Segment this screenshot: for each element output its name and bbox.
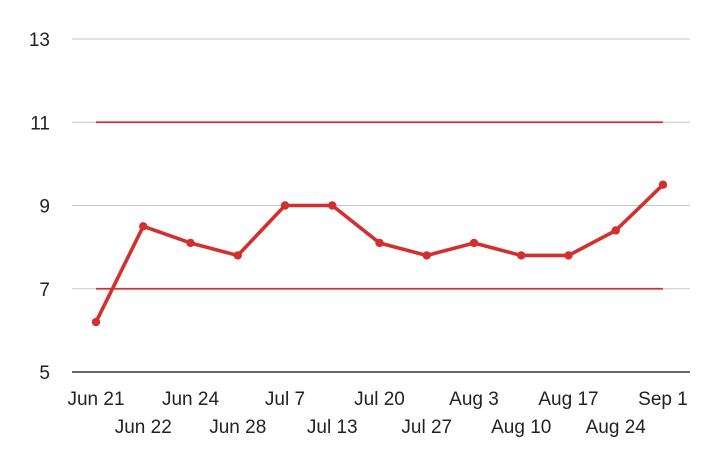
gridlines: [72, 38, 690, 373]
data-point-11: [611, 226, 620, 235]
x-tick-label-0: Jun 21: [67, 389, 124, 410]
x-tick-label-5: Jul 13: [307, 417, 358, 438]
data-point-0: [91, 317, 101, 327]
data-point-1: [139, 222, 148, 231]
x-tick-label-3: Jun 28: [209, 417, 266, 438]
data-point-3: [233, 251, 242, 260]
reference-lines: [96, 121, 663, 290]
data-point-2: [186, 238, 195, 248]
data-point-6: [375, 238, 384, 248]
y-tick-label-9: 9: [39, 197, 50, 218]
data-point-9: [517, 251, 526, 260]
y-tick-label-13: 13: [29, 30, 50, 51]
y-tick-label-5: 5: [39, 363, 50, 384]
series-layer: [91, 180, 668, 327]
x-tick-label-8: Aug 3: [449, 389, 499, 410]
x-tick-label-10: Aug 17: [538, 389, 598, 410]
data-point-10: [564, 251, 573, 260]
x-tick-label-4: Jul 7: [265, 389, 305, 410]
x-tick-label-12: Sep 1: [638, 389, 688, 410]
data-point-5: [328, 201, 337, 210]
data-point-7: [422, 251, 431, 260]
x-tick-label-6: Jul 20: [354, 389, 405, 410]
y-tick-label-7: 7: [39, 280, 50, 301]
x-tick-label-1: Jun 22: [115, 417, 172, 438]
x-tick-label-2: Jun 24: [162, 389, 219, 410]
data-point-8: [469, 238, 479, 248]
y-tick-label-11: 11: [30, 113, 50, 134]
x-tick-label-9: Aug 10: [491, 417, 551, 438]
y-axis-tick-labels: 5 7 9 11 13: [29, 30, 50, 384]
x-tick-label-7: Jul 27: [401, 417, 452, 438]
data-point-12: [658, 180, 668, 189]
x-tick-label-11: Aug 24: [586, 417, 647, 438]
data-point-4: [280, 201, 290, 210]
